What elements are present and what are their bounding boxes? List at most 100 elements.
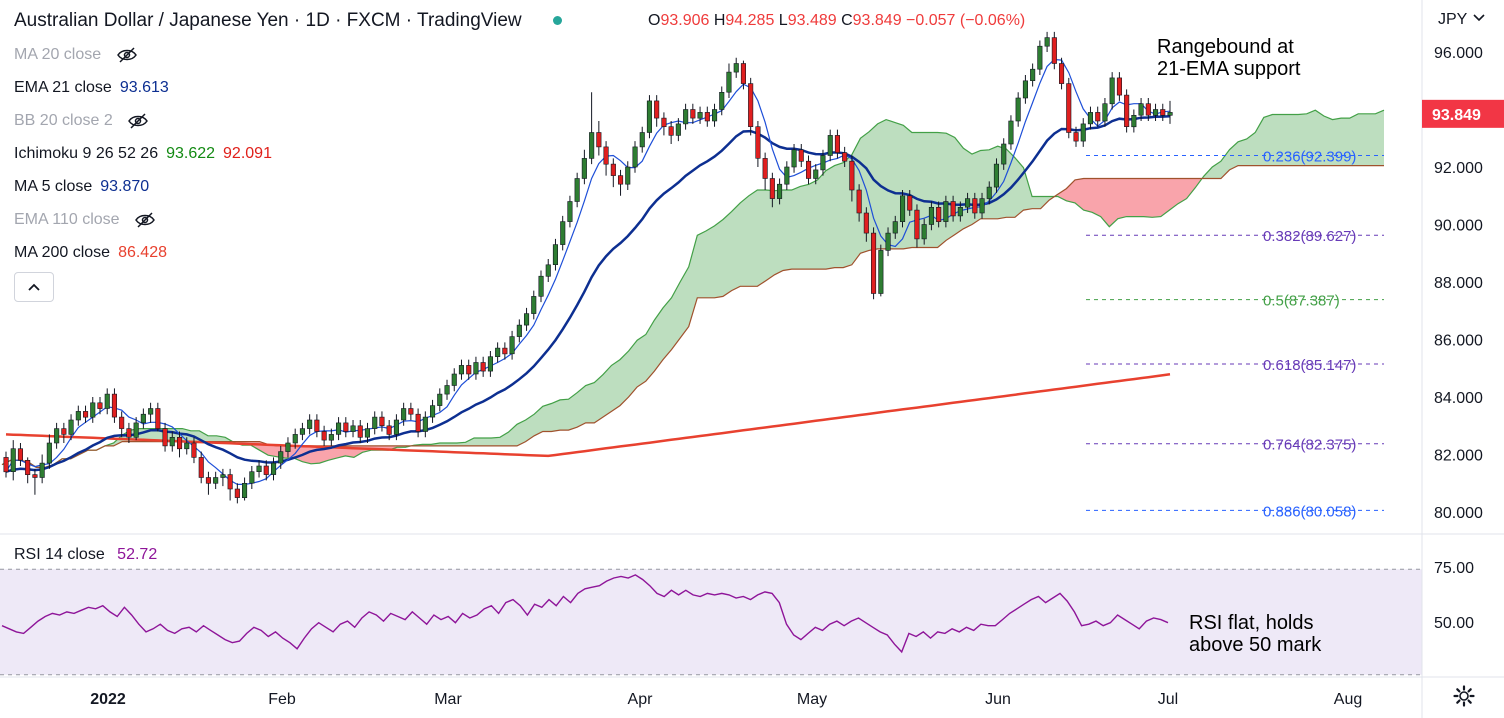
- candle: [451, 368, 457, 392]
- candle: [335, 417, 342, 441]
- candle: [625, 161, 631, 190]
- x-tick-label: May: [797, 691, 827, 708]
- candle: [32, 468, 38, 495]
- candle: [878, 244, 884, 297]
- legend-ichimoku-value-1: 93.622: [166, 145, 216, 162]
- legend-ema110-name: EMA 110 close: [14, 211, 120, 228]
- collapse-legend-button[interactable]: [14, 272, 54, 302]
- legend-ma200[interactable]: MA 200 close 86.428: [14, 242, 167, 264]
- chevron-up-icon: [28, 283, 40, 291]
- eye-off-icon[interactable]: [116, 47, 138, 63]
- candle: [603, 141, 609, 176]
- candle: [552, 238, 559, 271]
- candle: [314, 414, 320, 438]
- candle: [762, 152, 768, 190]
- candle: [943, 195, 949, 228]
- y-tick-label: 96.000: [1434, 45, 1483, 62]
- candle: [1066, 77, 1072, 139]
- candle: [1080, 118, 1086, 147]
- candle: [1124, 89, 1130, 133]
- last-price-tag: [1422, 99, 1504, 128]
- candle: [964, 192, 971, 213]
- candle: [198, 451, 204, 484]
- rsi-band: [0, 569, 1422, 675]
- fib-level-label: 0.618(85.147): [1263, 357, 1356, 374]
- candle: [748, 77, 754, 136]
- candle: [473, 356, 479, 380]
- eye-off-icon[interactable]: [127, 113, 149, 129]
- candle: [928, 201, 935, 231]
- candle: [834, 129, 841, 159]
- candle: [668, 121, 674, 144]
- candle: [205, 471, 211, 495]
- candle: [632, 141, 638, 173]
- candle: [133, 417, 139, 441]
- candle: [892, 215, 898, 239]
- ohlc-high-key: H: [713, 12, 726, 29]
- x-tick-label: Jul: [1158, 691, 1178, 708]
- candle: [1001, 138, 1007, 170]
- candle: [379, 411, 385, 432]
- candle: [177, 431, 183, 458]
- candle: [307, 414, 313, 435]
- candle: [972, 192, 978, 219]
- candle: [798, 144, 804, 167]
- senkou-span-b: [1, 165, 1384, 468]
- candle: [256, 460, 262, 478]
- candle: [61, 422, 67, 443]
- candle: [169, 431, 175, 452]
- candle: [242, 477, 248, 501]
- candle: [292, 428, 298, 449]
- candle: [842, 146, 848, 167]
- candle: [849, 155, 855, 202]
- candle: [1116, 72, 1122, 101]
- legend-ichimoku[interactable]: Ichimoku 9 26 52 26 93.622 92.091: [14, 143, 272, 165]
- candle: [1145, 98, 1151, 121]
- legend-ma20-name: MA 20 close: [14, 46, 102, 63]
- candle: [545, 259, 551, 282]
- legend-ema110[interactable]: EMA 110 close: [14, 209, 156, 231]
- legend-ma20[interactable]: MA 20 close: [14, 44, 138, 66]
- chevron-down-icon: [1473, 14, 1485, 22]
- candle: [950, 195, 956, 222]
- candle: [234, 483, 240, 504]
- cloud-bearish: [1057, 176, 1204, 227]
- candle: [495, 342, 501, 363]
- cloud-bullish: [2, 428, 234, 468]
- candle: [791, 144, 797, 173]
- legend-bb20[interactable]: BB 20 close 2: [14, 110, 149, 132]
- eye-off-icon[interactable]: [134, 212, 156, 228]
- candle: [784, 161, 790, 190]
- candle: [502, 342, 508, 360]
- candle: [675, 118, 681, 142]
- x-tick-label: Aug: [1334, 691, 1362, 708]
- candle: [704, 106, 710, 127]
- candle: [921, 218, 927, 245]
- legend-ma200-name: MA 200 close: [14, 244, 111, 261]
- candle: [523, 307, 530, 331]
- candle: [827, 129, 833, 162]
- candle: [1138, 98, 1144, 121]
- candle: [1095, 106, 1101, 127]
- candle: [936, 201, 942, 228]
- legend-ma5[interactable]: MA 5 close 93.870: [14, 176, 149, 198]
- candle: [726, 63, 732, 98]
- annotation-top-line-2: 21-EMA support: [1157, 58, 1301, 80]
- ohlc-close-value: 93.849: [852, 12, 902, 29]
- candle: [813, 164, 819, 185]
- annotation-bottom-line-1: RSI flat, holds: [1189, 612, 1314, 634]
- candle: [10, 440, 16, 481]
- candle: [1015, 92, 1021, 127]
- candle: [574, 172, 580, 208]
- y-tick-label: 90.000: [1434, 218, 1483, 235]
- candle: [444, 379, 450, 400]
- legend-ma5-value: 93.870: [100, 178, 150, 195]
- last-price-label: 93.849: [1432, 107, 1481, 124]
- y-tick-label: 92.000: [1434, 160, 1483, 177]
- candle: [856, 184, 862, 222]
- legend-ema21[interactable]: EMA 21 close 93.613: [14, 77, 169, 99]
- gear-icon[interactable]: [1452, 684, 1476, 708]
- rsi-legend[interactable]: RSI 14 close 52.72: [14, 546, 157, 564]
- cloud-bullish: [414, 119, 1058, 446]
